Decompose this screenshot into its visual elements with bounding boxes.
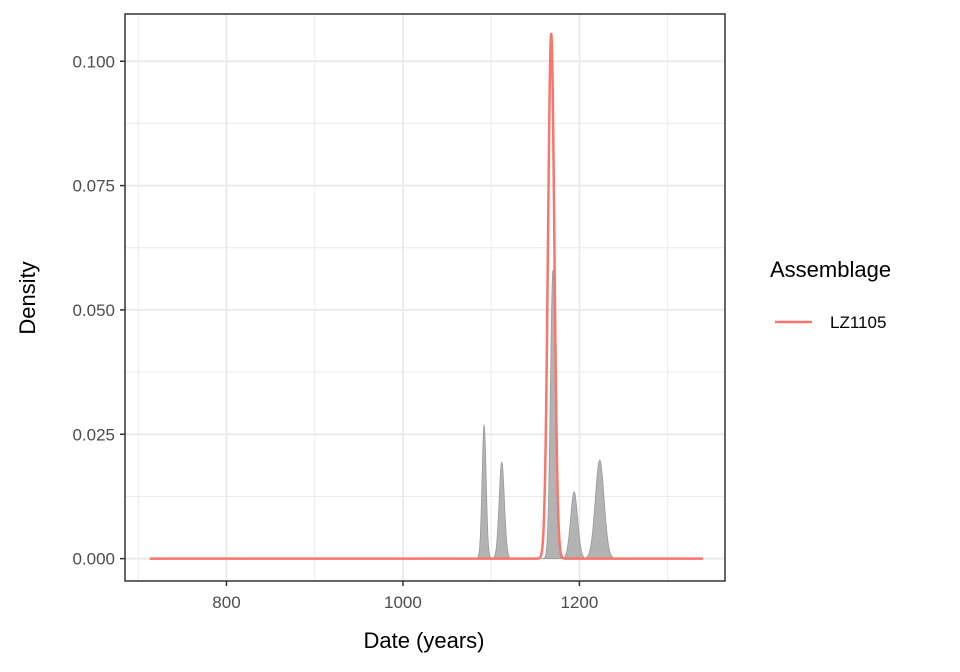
y-tick-label: 0.050 <box>72 301 115 320</box>
x-tick-label: 1000 <box>384 593 422 612</box>
y-tick-label: 0.025 <box>72 425 115 444</box>
series-line-lz1105 <box>149 32 703 560</box>
legend: Assemblage LZ1105 <box>770 257 891 332</box>
x-tick-label: 1200 <box>560 593 598 612</box>
legend-title: Assemblage <box>770 257 891 282</box>
y-tick-label: 0.000 <box>72 550 115 569</box>
y-tick-label: 0.075 <box>72 177 115 196</box>
y-axis-title: Density <box>15 261 40 334</box>
x-axis-title: Date (years) <box>363 628 484 653</box>
y-axis: 0.000 0.025 0.050 0.075 0.100 <box>72 52 125 569</box>
legend-label: LZ1105 <box>830 313 886 332</box>
x-tick-label: 800 <box>212 593 240 612</box>
minor-gridlines <box>125 14 725 581</box>
plot-panel <box>124 13 726 582</box>
y-tick-label: 0.100 <box>72 52 115 71</box>
panel-background <box>125 14 725 581</box>
x-axis: 800 1000 1200 <box>212 581 598 612</box>
series-lines <box>149 32 703 560</box>
legend-entries: LZ1105 <box>775 313 886 332</box>
panel-border <box>124 13 726 582</box>
